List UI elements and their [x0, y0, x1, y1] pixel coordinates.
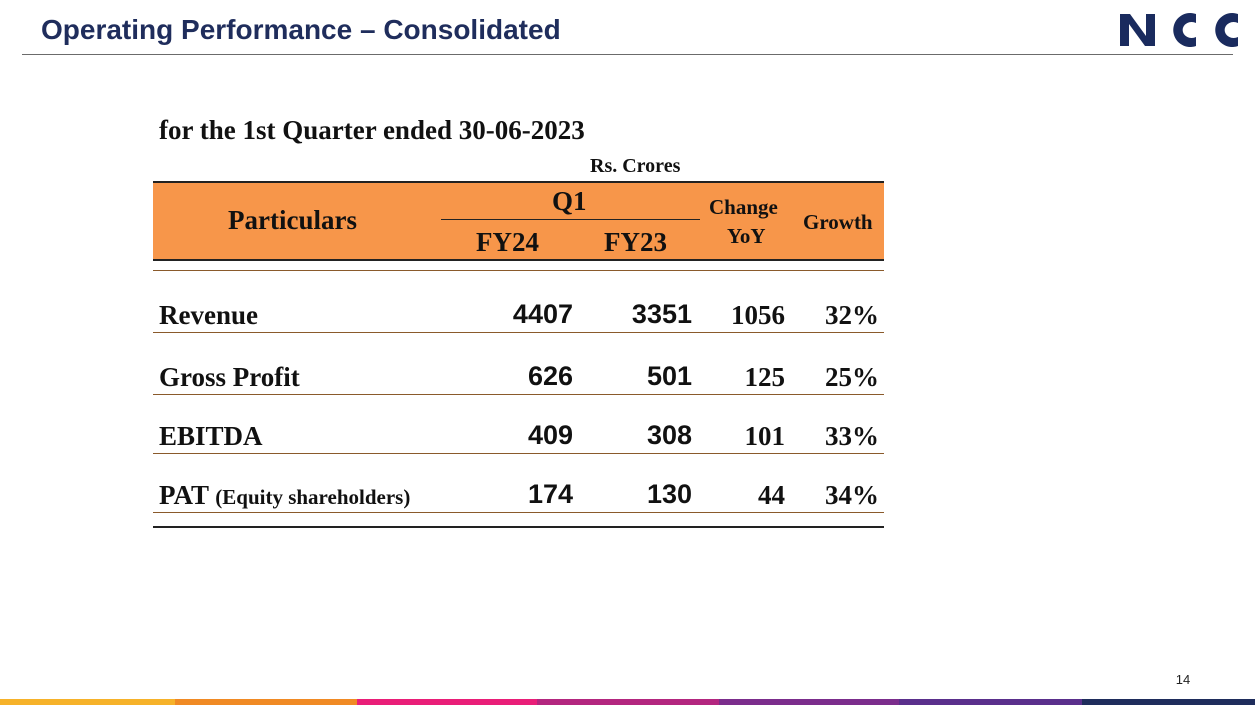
header-bottom-rule	[153, 259, 884, 261]
footer-color-strip	[0, 699, 1255, 705]
row-divider	[153, 512, 884, 513]
row-label-note: (Equity shareholders)	[215, 485, 411, 509]
row-divider	[153, 332, 884, 333]
page-number: 14	[1175, 672, 1191, 687]
cell-revenue-fy23: 3351	[631, 299, 692, 329]
cell-pat-fy23: 130	[646, 479, 692, 509]
footer-segment	[0, 699, 175, 705]
report-subtitle: for the 1st Quarter ended 30-06-2023	[159, 115, 585, 145]
title-divider	[22, 54, 1233, 55]
row-label-pat: PAT (Equity shareholders)	[159, 480, 410, 511]
footer-segment	[719, 699, 899, 705]
footer-segment	[899, 699, 1082, 705]
cell-ebitda-fy24: 409	[527, 420, 573, 450]
header-fy23: FY23	[604, 227, 667, 257]
row-divider	[153, 453, 884, 454]
slide-title: Operating Performance – Consolidated	[41, 14, 561, 45]
cell-ebitda-fy23: 308	[646, 420, 692, 450]
cell-gross-profit-change: 125	[744, 362, 786, 392]
cell-gross-profit-fy23: 501	[646, 361, 692, 391]
footer-segment	[537, 699, 719, 705]
footer-segment	[175, 699, 357, 705]
header-fy24: FY24	[476, 227, 539, 257]
footer-segment	[1082, 699, 1255, 705]
row-label-revenue: Revenue	[159, 300, 258, 331]
cell-revenue-change: 1056	[731, 300, 785, 330]
row-label-text: Revenue	[159, 300, 258, 330]
unit-label: Rs. Crores	[590, 155, 681, 177]
cell-ebitda-change: 101	[744, 421, 786, 451]
header-yoy: YoY	[727, 224, 766, 248]
header-particulars: Particulars	[228, 205, 357, 235]
row-label-text: Gross Profit	[159, 362, 300, 392]
header-growth: Growth	[803, 210, 873, 234]
row-label-ebitda: EBITDA	[159, 421, 263, 452]
table-bottom-rule	[153, 526, 884, 528]
table-top-rule	[153, 181, 884, 183]
cell-pat-fy24: 174	[527, 479, 573, 509]
cell-gross-profit-fy24: 626	[527, 361, 573, 391]
cell-gross-profit-growth: 25%	[825, 362, 879, 392]
cell-revenue-fy24: 4407	[512, 299, 573, 329]
header-q1: Q1	[552, 186, 587, 216]
row-label-text: EBITDA	[159, 421, 263, 451]
cell-pat-growth: 34%	[825, 480, 879, 510]
cell-ebitda-growth: 33%	[825, 421, 879, 451]
q1-group-rule	[441, 219, 700, 220]
ncc-logo	[1120, 13, 1238, 47]
header-underline-rule	[153, 270, 884, 271]
cell-pat-change: 44	[758, 480, 785, 510]
cell-revenue-growth: 32%	[825, 300, 879, 330]
row-label-text: PAT	[159, 480, 209, 510]
row-label-gross-profit: Gross Profit	[159, 362, 300, 393]
row-divider	[153, 394, 884, 395]
table-header-band	[153, 183, 884, 259]
header-change: Change	[709, 195, 778, 219]
footer-segment	[357, 699, 537, 705]
